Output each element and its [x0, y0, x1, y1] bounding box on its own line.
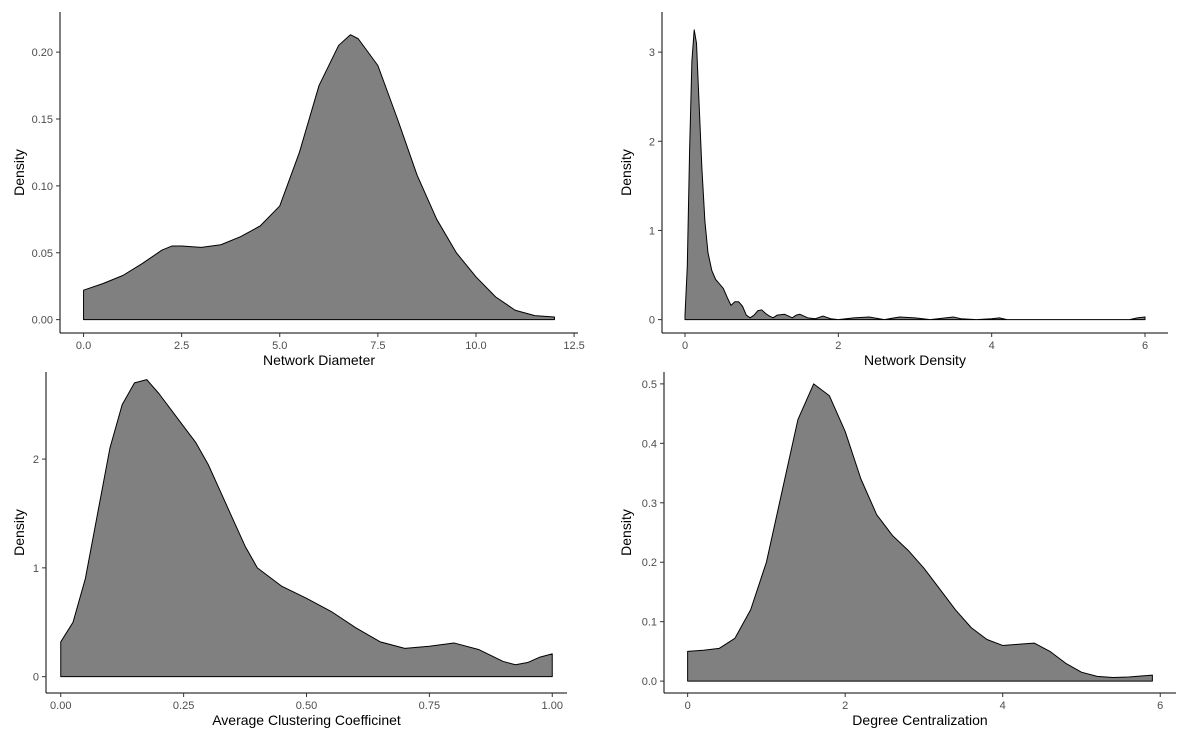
y-tick-label: 0.00	[32, 315, 53, 327]
panel-2: 0 2 4 6 0 1 2 3 Network Density Density	[618, 12, 1168, 368]
y-tick-label: 0.5	[642, 379, 657, 391]
x-axis-title: Average Clustering Coefficinet	[212, 712, 401, 728]
x-tick-label: 12.5	[563, 340, 584, 352]
y-tick-label: 0	[33, 672, 39, 684]
x-tick-label: 6	[1157, 700, 1163, 712]
x-tick-label: 10.0	[465, 340, 486, 352]
x-tick-label: 0.50	[296, 700, 317, 712]
y-tick-label: 0.15	[32, 114, 53, 126]
y-tick-label: 0.4	[642, 438, 657, 450]
y-tick-label: 0.10	[32, 181, 53, 193]
y-tick-label: 0.1	[642, 617, 657, 629]
y-tick-label: 0.05	[32, 248, 53, 260]
x-tick-label: 0.0	[76, 340, 91, 352]
panel-1: 0.0 2.5 5.0 7.5 10.0 12.5 0.00 0.05 0.10 0.15 0.20…	[11, 12, 585, 368]
y-tick-label: 3	[649, 47, 655, 59]
y-tick-label: 2	[33, 454, 39, 466]
y-axis-title: Density	[618, 149, 634, 196]
y-tick-label: 2	[649, 136, 655, 148]
y-tick-label: 0	[649, 315, 655, 327]
y-axis-title: Density	[11, 509, 27, 556]
density-area	[684, 29, 1146, 321]
x-tick-label: 0.75	[419, 700, 440, 712]
density-area	[687, 383, 1153, 682]
y-tick-label: 0.0	[642, 676, 657, 688]
x-axis-title: Degree Centralization	[852, 712, 987, 728]
x-axis-title: Network Diameter	[263, 352, 375, 368]
x-tick-label: 4	[1000, 700, 1006, 712]
x-tick-label: 4	[989, 340, 995, 352]
y-axis-title: Density	[11, 149, 27, 196]
y-axis-title: Density	[618, 509, 634, 556]
x-tick-label: 2.5	[174, 340, 189, 352]
y-tick-label: 0.3	[642, 498, 657, 510]
x-tick-label: 0.00	[50, 700, 71, 712]
x-tick-label: 2	[842, 700, 848, 712]
panel-3: 0.00 0.25 0.50 0.75 1.00 0 1 2 Average Clusterin…	[11, 372, 567, 728]
x-tick-label: 5.0	[272, 340, 287, 352]
x-tick-label: 7.5	[370, 340, 385, 352]
x-axis-title: Network Density	[864, 352, 966, 368]
x-tick-label: 1.00	[542, 700, 563, 712]
density-area	[60, 379, 553, 678]
x-tick-label: 2	[835, 340, 841, 352]
panel-4: 0 2 4 6 0.0 0.1 0.2 0.3 0.4 0.5 Degree Centralizat…	[618, 372, 1176, 728]
y-tick-label: 1	[33, 563, 39, 575]
x-tick-label: 0	[685, 700, 691, 712]
y-tick-label: 0.2	[642, 557, 657, 569]
density-area	[83, 34, 555, 321]
y-tick-label: 0.20	[32, 47, 53, 59]
y-tick-label: 1	[649, 225, 655, 237]
x-tick-label: 6	[1142, 340, 1148, 352]
x-tick-label: 0	[682, 340, 688, 352]
x-tick-label: 0.25	[173, 700, 194, 712]
